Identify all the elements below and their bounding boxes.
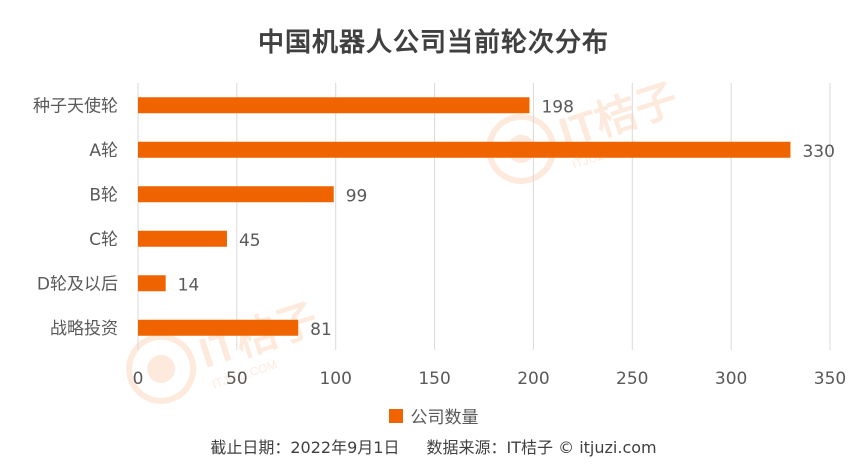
bar — [138, 186, 334, 203]
category-label: A轮 — [89, 141, 118, 161]
bar-chart: 0 50 100 150 200 250 300 350 种子天使轮 198 A轮 330 B轮 99 C轮… — [33, 83, 846, 389]
category-label: B轮 — [89, 185, 118, 205]
data-label: 99 — [346, 186, 368, 206]
x-tick-label: 200 — [517, 369, 549, 389]
footer-source: 数据来源：IT桔子 © itjuzi.com — [426, 438, 657, 457]
data-label: 45 — [239, 231, 261, 251]
x-tick-label: 250 — [616, 369, 648, 389]
data-label: 14 — [178, 275, 200, 295]
data-label: 81 — [310, 320, 332, 340]
x-tick-label: 350 — [814, 369, 846, 389]
x-tick-label: 150 — [418, 369, 450, 389]
bar — [138, 97, 530, 114]
category-label: 战略投资 — [50, 319, 118, 339]
category-label: C轮 — [89, 230, 118, 250]
x-tick-label: 50 — [226, 369, 248, 389]
bar — [138, 275, 166, 292]
legend: 公司数量 — [0, 403, 867, 428]
x-tick-label: 300 — [715, 369, 747, 389]
data-label: 330 — [802, 142, 834, 162]
footer-date: 截止日期：2022年9月1日 — [210, 438, 400, 457]
bar — [138, 141, 791, 158]
category-label: 种子天使轮 — [33, 95, 118, 116]
legend-swatch — [388, 408, 403, 423]
x-tick-label: 100 — [319, 369, 351, 389]
bar — [138, 230, 227, 247]
legend-label: 公司数量 — [410, 408, 479, 428]
data-label: 198 — [541, 97, 573, 117]
category-label: D轮及以后 — [37, 274, 118, 294]
footer: 截止日期：2022年9月1日 数据来源：IT桔子 © itjuzi.com — [0, 434, 867, 458]
chart-title: 中国机器人公司当前轮次分布 — [257, 28, 609, 58]
bar — [138, 319, 299, 336]
x-tick-label: 0 — [133, 369, 144, 389]
